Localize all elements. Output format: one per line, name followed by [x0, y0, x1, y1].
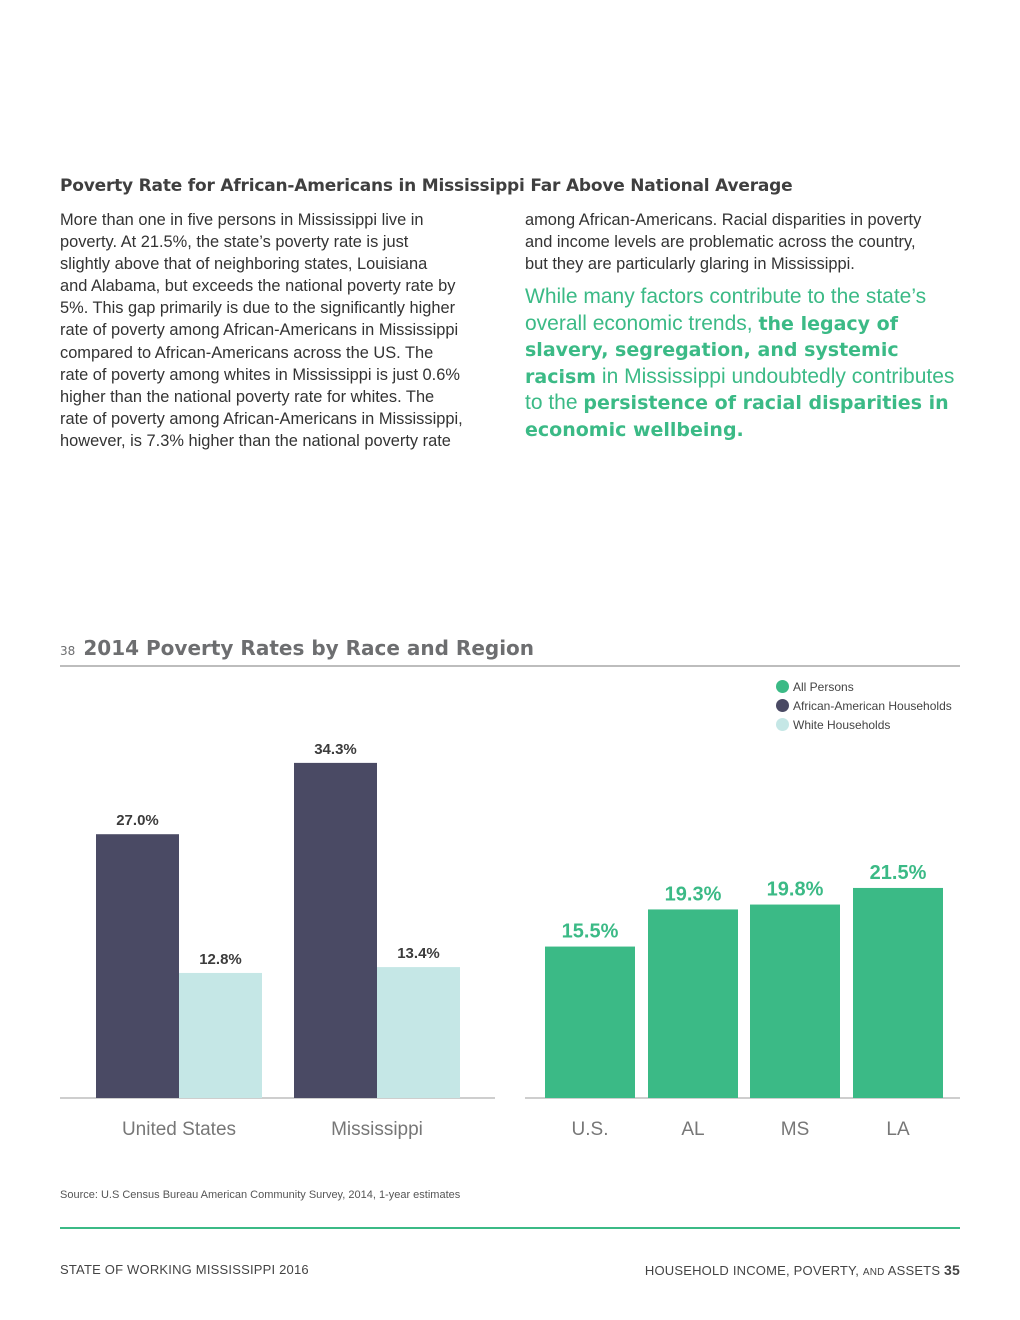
body-line: however, is 7.3% higher than the nationa…: [60, 431, 451, 450]
pull-quote-emphasis: persistence of racial disparities in eco…: [525, 392, 949, 441]
footer-section: HOUSEHOLD INCOME, POVERTY, AND ASSETS 35: [645, 1262, 960, 1278]
legend-label: African-American Households: [793, 698, 952, 713]
body-line: rate of poverty among whites in Mississi…: [60, 365, 460, 384]
data-label: 15.5%: [562, 921, 619, 943]
body-line: compared to African-Americans across the…: [60, 343, 434, 362]
chart-number: 38: [60, 644, 76, 658]
data-label: 12.8%: [199, 951, 242, 968]
data-label: 34.3%: [314, 741, 357, 758]
chart-title-text: 2014 Poverty Rates by Race and Region: [83, 636, 535, 660]
chart-legend: All Persons African-American Households …: [776, 677, 952, 734]
legend-label: All Persons: [793, 679, 854, 694]
legend-item-african-american: African-American Households: [776, 696, 952, 715]
bar: [377, 967, 460, 1098]
body-line: and income levels are problematic across…: [525, 233, 916, 252]
legend-swatch: [776, 680, 789, 693]
bar: [96, 834, 179, 1098]
chart-title: 38 2014 Poverty Rates by Race and Region: [60, 636, 534, 660]
x-tick-label: LA: [886, 1119, 910, 1140]
x-tick-label: MS: [781, 1119, 810, 1140]
body-line: poverty. At 21.5%, the state’s poverty r…: [60, 233, 409, 252]
body-line: More than one in five persons in Mississ…: [60, 211, 424, 229]
chart-title-rule: [60, 665, 960, 667]
body-line: and Alabama, but exceeds the national po…: [60, 277, 456, 296]
pull-quote-text: in Mississippi undoubtedly contributes t…: [525, 364, 955, 415]
bar: [179, 972, 262, 1098]
legend-swatch: [776, 699, 789, 712]
x-tick-label: United States: [122, 1119, 236, 1140]
body-line: slightly above that of neighboring state…: [60, 255, 428, 274]
footer-section-text: ASSETS: [884, 1263, 945, 1278]
data-label: 27.0%: [116, 812, 159, 829]
body-line: 5%. This gap primarily is due to the sig…: [60, 299, 456, 318]
legend-swatch: [776, 718, 789, 731]
legend-item-all-persons: All Persons: [776, 677, 952, 696]
body-text-right: among African-Americans. Racial disparit…: [525, 209, 957, 275]
x-tick-label: U.S.: [572, 1119, 609, 1140]
data-label: 13.4%: [397, 945, 440, 962]
footer-section-text: HOUSEHOLD INCOME, POVERTY,: [644, 1263, 863, 1278]
bar: [648, 909, 738, 1098]
bar: [545, 946, 635, 1098]
footer-publication: STATE OF WORKING MISSISSIPPI 2016: [60, 1262, 309, 1277]
page-number: 35: [944, 1262, 960, 1278]
body-line: rate of poverty among African-Americans …: [60, 409, 463, 428]
footer-rule: [60, 1227, 960, 1229]
legend-item-white: White Households: [776, 715, 952, 734]
x-tick-label: Mississippi: [331, 1119, 423, 1140]
data-label: 21.5%: [870, 862, 927, 884]
body-line: but they are particularly glaring in Mis…: [525, 255, 855, 274]
data-label: 19.8%: [767, 879, 824, 901]
footer-section-text: AND: [862, 1267, 885, 1278]
body-text-left: More than one in five persons in Mississ…: [60, 209, 492, 452]
bar: [853, 887, 943, 1098]
body-line: among African-Americans. Racial disparit…: [525, 211, 922, 229]
x-tick-label: AL: [681, 1119, 704, 1140]
body-line: rate of poverty among African-Americans …: [60, 321, 459, 340]
data-label: 19.3%: [665, 883, 722, 905]
pull-quote: While many factors contribute to the sta…: [525, 284, 965, 444]
bar: [750, 904, 840, 1098]
pull-quote-emphasis: the legacy of slavery, segregation, and …: [525, 312, 899, 388]
section-heading: Poverty Rate for African-Americans in Mi…: [60, 176, 793, 196]
pull-quote-text: While many factors contribute to the sta…: [525, 285, 927, 335]
legend-label: White Households: [793, 717, 891, 732]
body-line: higher than the national poverty rate fo…: [60, 387, 435, 406]
bar: [294, 762, 377, 1098]
source-note: Source: U.S Census Bureau American Commu…: [60, 1189, 461, 1201]
